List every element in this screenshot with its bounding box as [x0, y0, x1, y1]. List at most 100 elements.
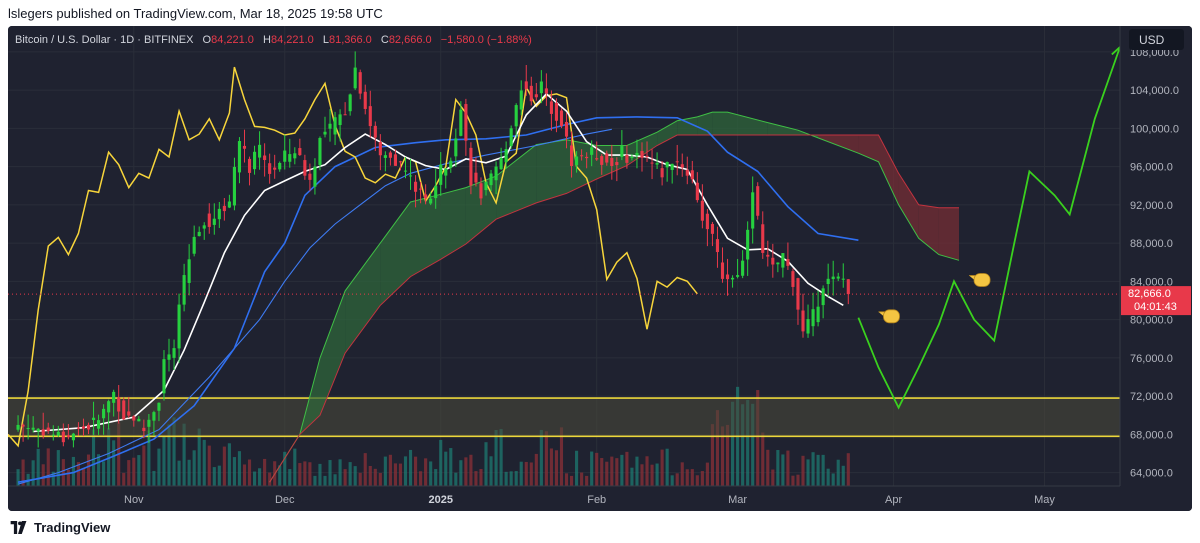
candle-body	[167, 354, 171, 360]
volume-bar	[318, 463, 322, 486]
candle-body	[736, 275, 740, 277]
candle-body	[751, 192, 755, 229]
candle-body	[212, 218, 216, 225]
candle-body	[786, 259, 790, 266]
volume-bar	[504, 471, 508, 486]
volume-bar	[680, 462, 684, 486]
candle-body	[36, 428, 40, 432]
volume-bar	[559, 427, 564, 486]
volume-bar	[217, 465, 221, 486]
candle-body	[414, 181, 418, 192]
candle-body	[605, 153, 609, 163]
volume-bar	[368, 465, 372, 486]
candle-body	[117, 397, 121, 412]
candle-body	[600, 156, 604, 165]
change-value: −1,580.0 (−1.88%)	[441, 34, 532, 46]
candle-body	[665, 162, 669, 168]
candle-body	[539, 81, 543, 94]
candle-body	[756, 186, 760, 216]
candle-body	[489, 173, 493, 186]
candle-body	[308, 173, 312, 180]
candle-body	[408, 175, 413, 177]
volume-bar	[333, 474, 337, 486]
candle-body	[610, 158, 614, 166]
cloud-segment	[727, 112, 768, 135]
candle-body	[172, 348, 176, 358]
volume-bar	[398, 463, 403, 486]
volume-bar	[479, 469, 483, 486]
volume-bar	[615, 458, 619, 486]
candle-body	[97, 420, 101, 429]
volume-bar	[675, 473, 679, 486]
volume-bar	[705, 462, 709, 486]
candle-body	[731, 277, 735, 280]
volume-bar	[323, 475, 327, 486]
cloud-segment	[380, 202, 411, 306]
cloud-segment	[410, 194, 441, 277]
symbol-name: Bitcoin / U.S. Dollar · 1D · BITFINEX	[15, 34, 194, 46]
candle-body	[122, 400, 126, 420]
candle-body	[705, 213, 709, 230]
volume-bar	[640, 464, 644, 486]
volume-bar	[227, 443, 231, 486]
y-tick-label: 96,000.0	[1130, 162, 1173, 174]
x-tick-label: May	[1034, 494, 1055, 506]
volume-bar	[434, 469, 438, 486]
volume-bar	[766, 449, 770, 486]
cloud-segment	[677, 116, 698, 135]
volume-bar	[751, 403, 755, 486]
cloud-segment	[440, 187, 466, 260]
volume-bar	[564, 473, 569, 486]
candles-layer	[16, 51, 850, 448]
candle-body	[258, 144, 262, 158]
volume-bar	[41, 464, 45, 486]
volume-bar	[348, 462, 352, 486]
volume-bar	[283, 451, 287, 486]
y-tick-label: 100,000.0	[1130, 123, 1179, 135]
candle-body	[826, 278, 830, 285]
candle-body	[419, 188, 423, 190]
tradingview-brand[interactable]: TradingView	[10, 520, 110, 535]
volume-bar	[268, 472, 272, 486]
volume-bar	[685, 469, 689, 486]
candle-body	[504, 149, 508, 163]
candle-body	[715, 239, 720, 253]
volume-bar	[529, 462, 533, 486]
high-value: 84,221.0	[271, 34, 314, 46]
volume-bar	[177, 460, 181, 486]
candle-body	[645, 155, 649, 157]
volume-bar	[635, 456, 639, 486]
candle-body	[353, 67, 357, 89]
legend[interactable]: Bitcoin / U.S. Dollar · 1D · BITFINEX O 8…	[15, 34, 532, 46]
volume-bar	[454, 472, 458, 486]
currency-badge[interactable]: USD	[1129, 29, 1184, 50]
volume-bar	[519, 461, 523, 486]
price-chart-svg[interactable]: 108,000.0104,000.0100,000.096,000.092,00…	[8, 26, 1192, 511]
volume-bar	[741, 404, 745, 486]
footer-bar: TradingView	[0, 511, 1200, 543]
x-tick-label: Mar	[728, 494, 747, 506]
x-tick-label: Dec	[275, 494, 295, 506]
candle-body	[454, 138, 458, 157]
cloud-segment	[767, 122, 798, 135]
candle-body	[323, 131, 327, 135]
volume-bar	[46, 448, 50, 486]
candle-body	[343, 114, 347, 116]
chart-area[interactable]: 108,000.0 104,000.0 100,000.0 96,000.0 92,00…	[8, 26, 1192, 511]
cloud-segment	[898, 173, 919, 239]
candle-body	[338, 114, 342, 126]
volume-bar	[544, 431, 548, 486]
volume-bar	[665, 448, 669, 486]
candle-body	[434, 185, 438, 199]
volume-bar	[836, 459, 840, 486]
open-label: O	[203, 34, 212, 46]
candle-body	[76, 427, 81, 429]
candle-body	[202, 225, 206, 229]
senkou-line	[17, 128, 612, 485]
volume-bar	[16, 469, 20, 486]
price-scale[interactable]	[1120, 26, 1192, 486]
cloud-segment	[938, 207, 959, 261]
volume-bar	[338, 459, 342, 486]
candle-body	[841, 278, 845, 280]
volume-bar	[796, 474, 800, 486]
